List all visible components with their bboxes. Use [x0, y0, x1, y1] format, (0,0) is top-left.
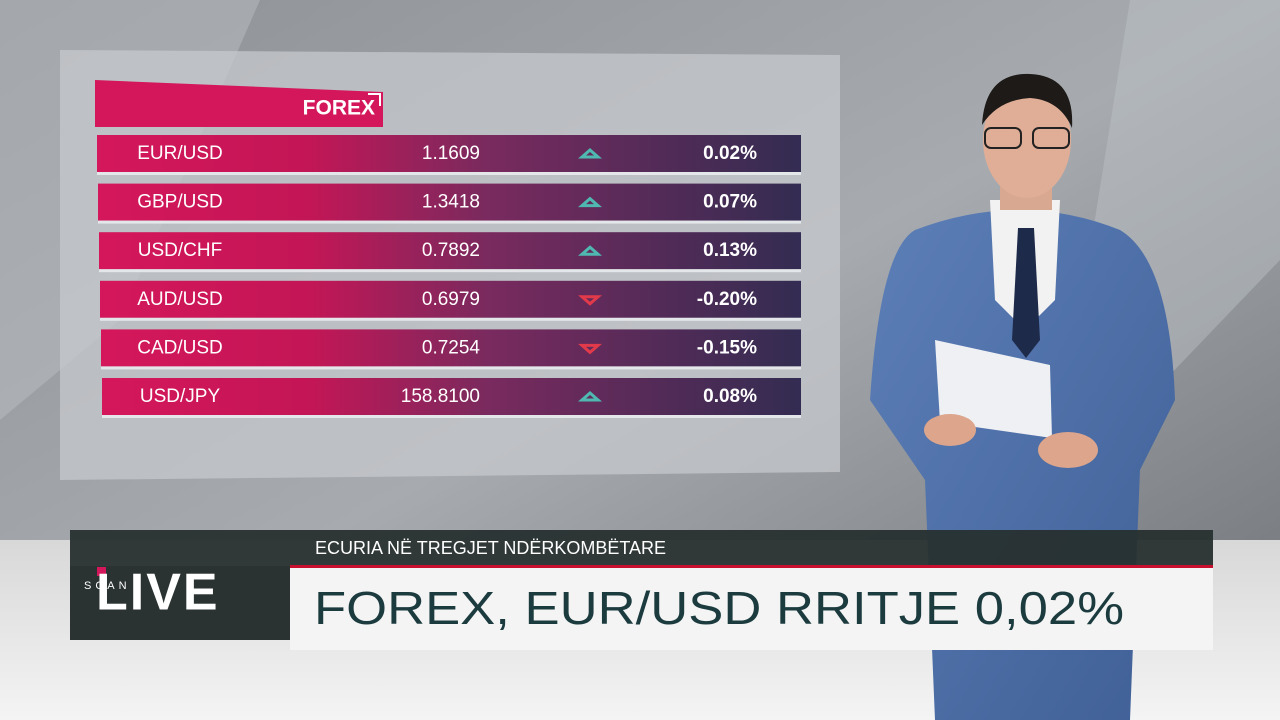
row-shadow [97, 172, 801, 175]
headline: FOREX, EUR/USD RRITJE 0,02% [314, 582, 1124, 634]
pair: CAD/USD [137, 337, 223, 358]
rate: 1.3418 [422, 192, 480, 213]
change: -0.15% [697, 337, 757, 358]
row-shadow [99, 269, 801, 273]
change: 0.13% [703, 240, 757, 261]
table-row: GBP/USD 1.3418 0.07% [98, 183, 801, 224]
arrow-down [578, 295, 602, 306]
table-row: CAD/USD 0.7254 -0.15% [101, 329, 801, 370]
headline-rule [290, 565, 1213, 568]
lower-third: ECURIA NË TREGJET NDËRKOMBËTARE SCAN LIV… [70, 530, 1213, 650]
row-background [99, 232, 801, 270]
table-row: AUD/USD 0.6979 -0.20% [100, 280, 801, 321]
hand [1038, 432, 1098, 468]
hand [924, 414, 976, 446]
face [983, 82, 1071, 198]
subtitle-bar [70, 530, 1213, 566]
table-row: USD/JPY 158.8100 0.08% [102, 378, 801, 418]
arrow-up [578, 245, 602, 256]
table-row: USD/CHF 0.7892 0.13% [99, 232, 801, 273]
glasses [1032, 127, 1070, 149]
rate: 158.8100 [401, 386, 480, 407]
arrow-down [578, 343, 602, 355]
hair [982, 73, 1073, 128]
change: 0.07% [703, 192, 757, 213]
row-background [102, 378, 801, 415]
rate: 0.7892 [422, 240, 480, 261]
row-background [101, 329, 801, 367]
glasses [984, 127, 1022, 149]
pair: GBP/USD [137, 192, 223, 213]
rate: 0.7254 [422, 337, 481, 358]
rate: 0.6979 [422, 289, 480, 310]
row-background [97, 135, 801, 172]
logo-dot [97, 567, 106, 576]
logo-box [70, 566, 290, 640]
logo-small: SCAN [84, 580, 131, 592]
row-shadow [102, 415, 801, 418]
arrow-up [578, 196, 602, 208]
row-background [100, 280, 801, 318]
pair: USD/CHF [138, 240, 222, 261]
row-shadow [101, 366, 801, 370]
table-title: FOREX [303, 97, 375, 120]
row-shadow [100, 317, 801, 321]
arrow-up [578, 148, 602, 159]
header-corner [368, 93, 381, 106]
tie [1012, 228, 1040, 358]
row-background [98, 183, 801, 221]
change: -0.20% [697, 289, 757, 310]
change: 0.08% [703, 386, 757, 407]
pair: EUR/USD [137, 143, 223, 164]
headline-bar [290, 566, 1213, 650]
row-shadow [98, 220, 801, 224]
subtitle: ECURIA NË TREGJET NDËRKOMBËTARE [315, 538, 666, 558]
pair: AUD/USD [137, 289, 223, 310]
change: 0.02% [703, 143, 757, 164]
pair: USD/JPY [140, 386, 221, 407]
logo: LIVE [96, 564, 220, 622]
table-header [95, 80, 383, 127]
table-row: EUR/USD 1.1609 0.02% [97, 135, 801, 175]
paper [935, 340, 1052, 438]
rate: 1.1609 [422, 143, 480, 164]
arrow-up [578, 391, 602, 402]
forex-table: FOREX EUR/USD 1.1609 0.02% GBP/USD 1.3418 0.0… [95, 80, 801, 418]
